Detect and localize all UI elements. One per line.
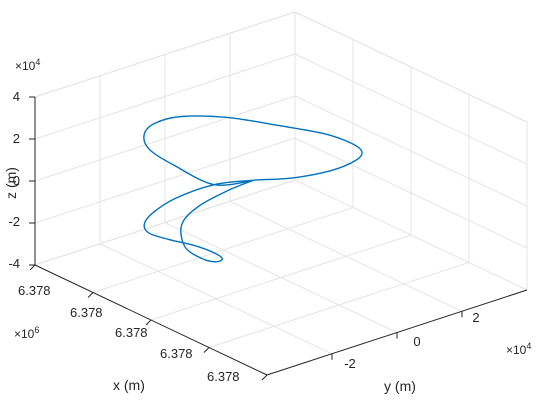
z-multiplier-exp: 4 <box>35 57 40 67</box>
z-tick-label: 2 <box>13 131 20 146</box>
trajectory <box>143 115 363 263</box>
z-multiplier-base: ×10 <box>15 59 36 73</box>
x-multiplier: ×106 <box>14 325 39 341</box>
y-multiplier: ×104 <box>506 341 531 357</box>
x-tick-label: 6.378 <box>160 346 193 361</box>
z-tick-label: -4 <box>8 256 20 271</box>
series-line <box>143 115 363 263</box>
x-tick-label: 6.378 <box>18 283 51 298</box>
y-tick-label: -2 <box>344 356 356 371</box>
grid-line <box>229 200 463 312</box>
z-tick-labels: 4 2 0 -2 -4 <box>8 89 20 271</box>
x-multiplier-base: ×10 <box>14 327 35 341</box>
z-multiplier: ×104 <box>15 57 40 73</box>
y-multiplier-base: ×10 <box>506 343 527 357</box>
y-tick-label: 0 <box>413 334 420 349</box>
grid-line <box>294 95 528 207</box>
grid-line <box>34 95 296 182</box>
grid-line <box>34 53 296 140</box>
y-tick-label: 2 <box>472 310 479 325</box>
x-multiplier-exp: 6 <box>34 325 39 335</box>
grid-line <box>34 137 296 224</box>
grid-line <box>294 137 528 249</box>
z-tick-label: 4 <box>13 89 20 104</box>
x-tick-label: 6.378 <box>70 305 103 320</box>
x-tick-mark <box>203 347 210 353</box>
x-tick-mark <box>261 374 268 381</box>
x-tick-mark <box>87 292 94 298</box>
grid-line <box>294 11 528 123</box>
grid-line <box>99 243 333 355</box>
z-tick-label: 0 <box>13 173 20 188</box>
y-axis-label: y (m) <box>384 378 416 394</box>
grid-line <box>294 53 528 165</box>
y-multiplier-exp: 4 <box>526 341 531 351</box>
x-axis-label: x (m) <box>113 377 145 393</box>
grid-lines <box>34 11 528 376</box>
x-tick-label: 6.378 <box>207 369 240 384</box>
x-tick-labels: 6.378 6.378 6.378 6.378 6.378 <box>18 283 240 384</box>
axes <box>29 96 528 381</box>
z-axis-label: z (m) <box>3 167 19 199</box>
x-tick-label: 6.378 <box>115 325 148 340</box>
grid-line <box>34 11 296 98</box>
x-tick-mark <box>29 264 36 271</box>
y-tick-labels: -2 0 2 <box>344 310 479 371</box>
grid-line <box>164 222 398 333</box>
z-tick-label: -2 <box>8 214 20 229</box>
x-tick-mark <box>145 319 152 326</box>
